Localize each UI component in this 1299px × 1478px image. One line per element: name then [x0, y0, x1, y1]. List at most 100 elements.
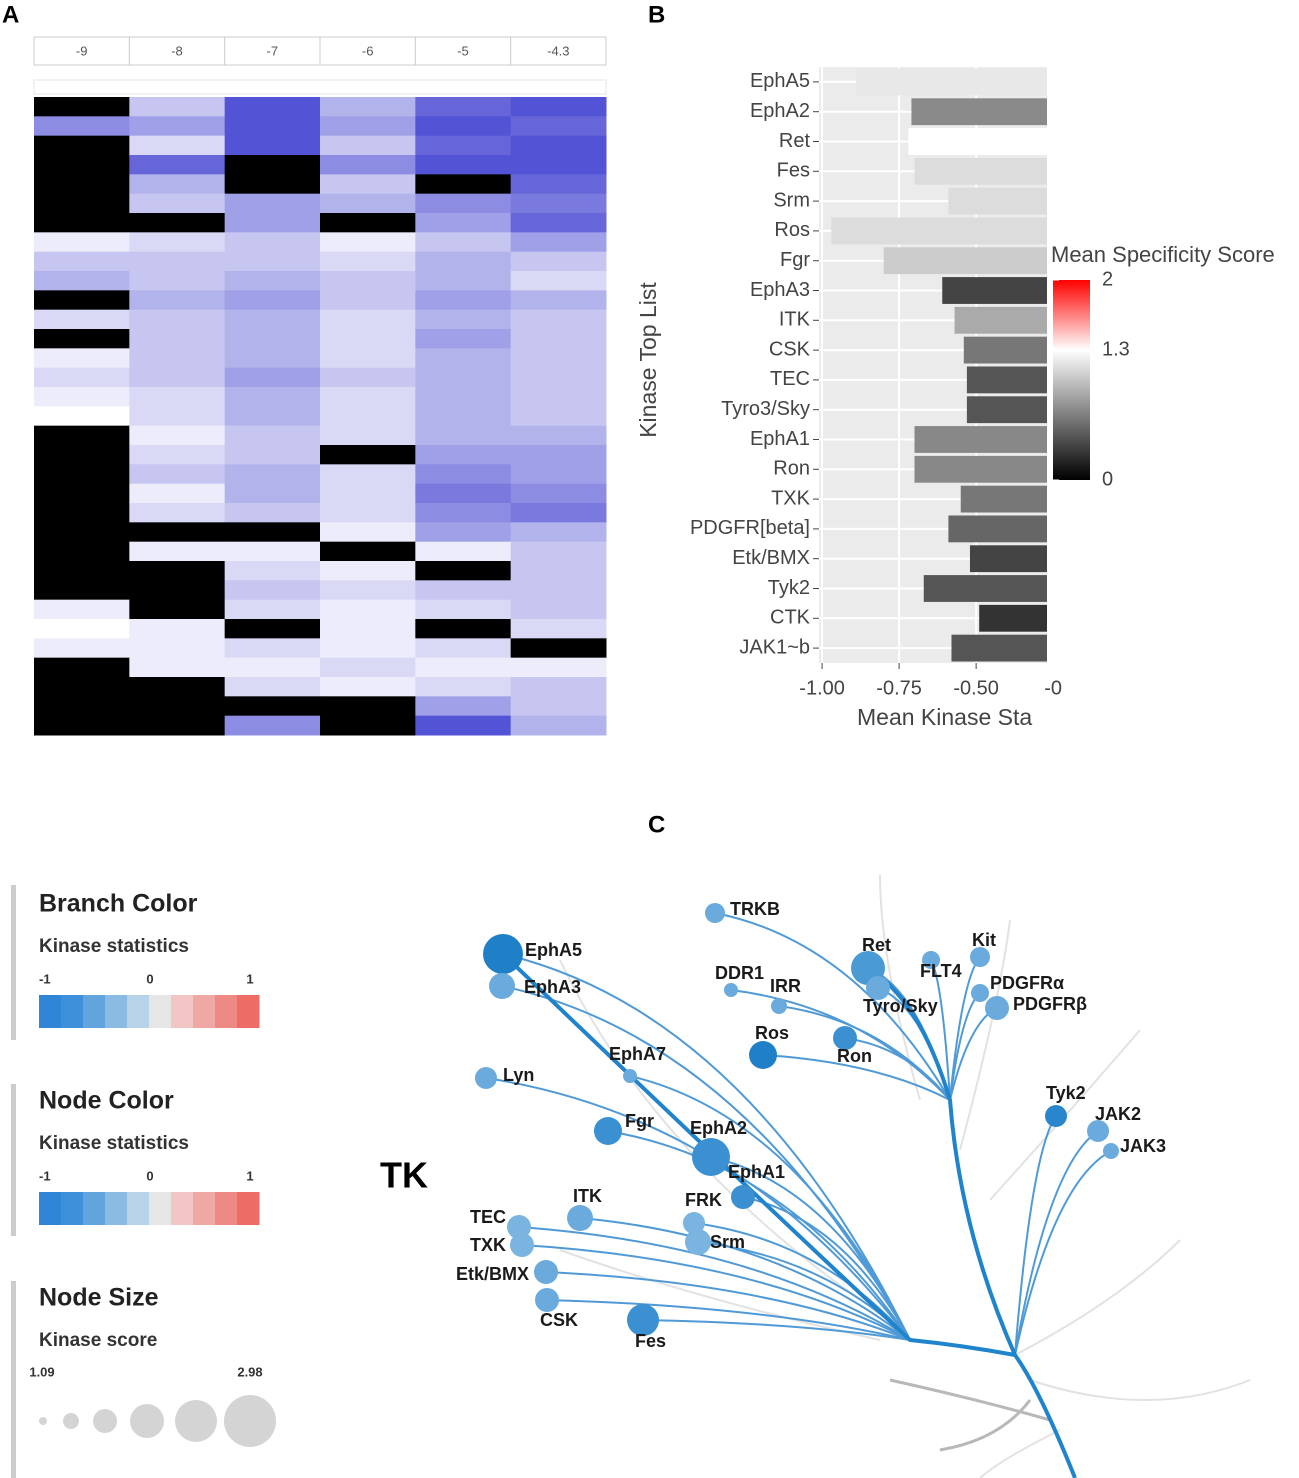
heat-cell [510, 309, 607, 330]
heat-cell [510, 329, 607, 349]
y-tick-label: Fgr [780, 249, 810, 271]
heat-cell [510, 638, 607, 659]
heat-cell [224, 290, 321, 311]
heat-cell [224, 522, 321, 543]
kinase-node [623, 1069, 637, 1083]
y-tick-label: JAK1~b [739, 636, 810, 658]
heat-cell [34, 580, 130, 601]
heat-cell [224, 425, 321, 446]
heat-cell [129, 406, 226, 427]
legend-bar [11, 885, 16, 1040]
legend-subtitle: Kinase statistics [39, 1133, 189, 1154]
legend-swatch [193, 1192, 216, 1225]
heat-cell [510, 271, 607, 291]
heat-cell [510, 290, 607, 311]
kinase-label: Fgr [625, 1111, 654, 1131]
legend-swatch [215, 995, 238, 1028]
kinase-label: Ret [862, 935, 891, 955]
background-branch [559, 1249, 881, 1341]
kinase-label: Lyn [503, 1065, 534, 1085]
branch [546, 1299, 911, 1341]
heat-cell [129, 445, 226, 465]
heat-cell [34, 193, 130, 214]
heat-cell [129, 155, 226, 175]
heat-cell [129, 464, 226, 485]
heat-cell [34, 503, 130, 523]
heat-cell [129, 193, 226, 214]
bar [960, 485, 1047, 513]
heat-cell [129, 116, 226, 137]
heat-cell [510, 193, 607, 214]
heat-cell [510, 483, 607, 504]
y-tick-label: EphA3 [750, 279, 810, 301]
heat-cell [320, 522, 416, 543]
kinase-label: TEC [470, 1207, 506, 1227]
heat-cell [129, 638, 226, 659]
legend-label: 0 [146, 1168, 153, 1183]
legend-swatch [237, 995, 260, 1028]
heat-cell [129, 522, 226, 543]
kinase-node [489, 973, 515, 999]
heat-cell [129, 580, 226, 601]
kinase-label: TXK [470, 1235, 506, 1255]
heat-cell [320, 135, 416, 156]
legend-bar [11, 1084, 16, 1236]
kinase-node [833, 1026, 857, 1050]
heat-cell [320, 483, 416, 504]
heat-cell [320, 232, 416, 253]
x-tick-label: -0 [1044, 677, 1062, 699]
panel-label: A [2, 1, 19, 28]
legend-swatch [237, 1192, 260, 1225]
legend-title: Node Color [39, 1087, 174, 1115]
heat-cell [415, 599, 512, 620]
heat-cell [224, 232, 321, 253]
kinase-label: Tyro/Sky [863, 996, 938, 1016]
legend-swatch [149, 995, 172, 1028]
legend-swatch [193, 995, 216, 1028]
heat-cell [129, 387, 226, 407]
heat-cell [415, 251, 512, 272]
legend-swatch [127, 1192, 150, 1225]
kinase-label: CSK [540, 1310, 578, 1330]
heat-cell [34, 445, 130, 465]
kinase-label: JAK3 [1120, 1136, 1166, 1156]
heat-cell [510, 135, 607, 156]
heat-cell [34, 387, 130, 407]
heat-cell [129, 425, 226, 446]
heat-cell [129, 541, 226, 562]
heat-cell [224, 155, 321, 175]
heat-cell [510, 425, 607, 446]
heat-cell [510, 657, 607, 678]
heat-cell [320, 309, 416, 330]
kinase-node [985, 996, 1009, 1020]
heat-cell [510, 715, 607, 736]
heat-cell [320, 290, 416, 311]
kinase-label: Fes [635, 1331, 666, 1351]
kinase-node [724, 983, 738, 997]
kinase-node [1087, 1120, 1109, 1142]
kinase-label: Srm [710, 1232, 745, 1252]
heat-cell [129, 213, 226, 233]
heat-cell [34, 619, 130, 639]
background-branch [989, 1029, 1141, 1201]
kinase-node [683, 1212, 705, 1234]
heat-cell [415, 387, 512, 407]
heat-cell [224, 251, 321, 272]
heat-cell [34, 116, 130, 137]
heat-cell [415, 271, 512, 291]
heat-cell [34, 599, 130, 620]
y-tick-label: ITK [779, 309, 811, 331]
kinase-node [971, 984, 989, 1002]
heat-cell [320, 174, 416, 195]
heat-cell [34, 657, 130, 678]
branch [1014, 1130, 1099, 1356]
heat-cell [415, 367, 512, 388]
bar [855, 68, 1047, 96]
heat-cell [415, 580, 512, 601]
kinase-node [922, 951, 940, 969]
legend-swatch [171, 995, 194, 1028]
heat-cell [415, 348, 512, 369]
heat-cell [34, 329, 130, 349]
heat-cell [415, 406, 512, 427]
